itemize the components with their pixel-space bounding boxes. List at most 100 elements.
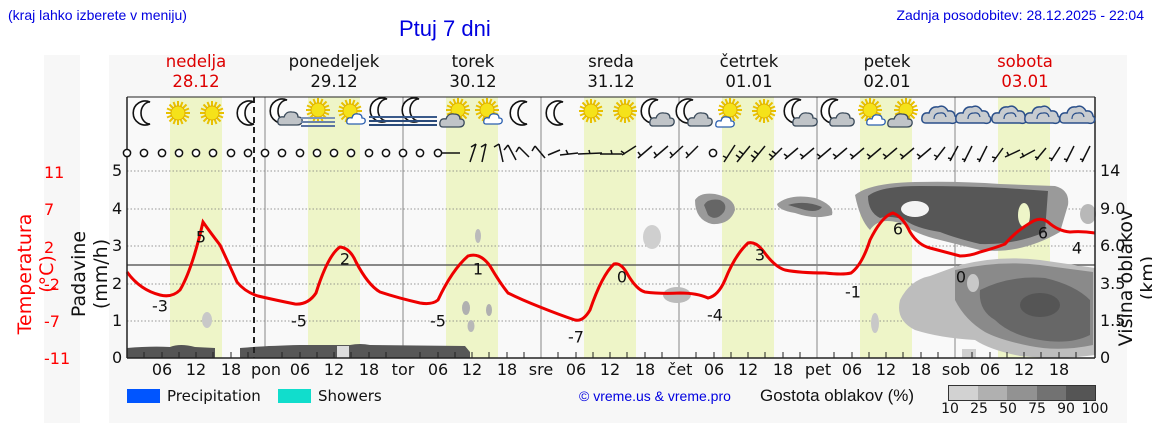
last-update: Zadnja posodobitev: 28.12.2025 - 22:04 <box>896 7 1144 23</box>
x-tick: 12 <box>461 360 483 379</box>
precipitation-legend-label: Precipitation <box>167 387 261 405</box>
x-tick: pet <box>804 360 832 379</box>
x-tick: 06 <box>427 360 449 379</box>
cloud-density-title: Gostota oblakov (%) <box>760 386 915 405</box>
temp-annotation: -5 <box>430 311 446 331</box>
temp-annotation: 5 <box>195 227 207 247</box>
temp-tick: 11 <box>44 163 65 182</box>
day-name: torek <box>451 52 495 71</box>
cloud-height-tick: 14 <box>1100 161 1121 180</box>
day-date: 31.12 <box>587 72 635 91</box>
temp-annotation: 1 <box>472 259 484 279</box>
cloud-height-tick: 1.5 <box>1100 311 1126 330</box>
x-tick: 18 <box>496 360 518 379</box>
cloud-density-tick: 10 <box>941 401 959 417</box>
x-tick: 12 <box>599 360 621 379</box>
cloud-density-tick: 75 <box>1028 401 1046 417</box>
precip-tick: 0 <box>112 348 123 367</box>
x-tick: tor <box>391 360 415 379</box>
temp-annotation: -7 <box>568 327 584 347</box>
temp-tick: 7 <box>44 200 55 219</box>
temp-axis-panel <box>44 55 80 423</box>
temp-tick: -2 <box>44 275 60 294</box>
daylight-bands <box>170 97 1050 358</box>
copyright-link[interactable]: © vreme.us & vreme.pro <box>579 388 731 404</box>
x-tick: sre <box>528 360 554 379</box>
day-header-saturday: sobota 03.01 <box>955 52 1095 92</box>
precipitation-axis-title: Padavine (mm/h) <box>68 230 112 318</box>
precip-tick: 1 <box>112 311 123 330</box>
temp-annotation: 6 <box>892 219 904 239</box>
x-tick: 18 <box>1048 360 1070 379</box>
day-date: 01.01 <box>725 72 773 91</box>
region-hint-link[interactable]: (kraj lahko izberete v meniju) <box>8 7 187 23</box>
x-tick: 18 <box>358 360 380 379</box>
cloud-height-tick: 9.0 <box>1100 199 1126 218</box>
day-header-wednesday: sreda 31.12 <box>541 52 681 92</box>
temperature-line <box>125 211 1096 322</box>
cloud-height-tick: 3.5 <box>1100 274 1126 293</box>
x-minor-ticks <box>143 352 1077 358</box>
temp-annotation: 0 <box>616 267 628 287</box>
temp-tick: 2 <box>44 238 55 257</box>
day-name: sobota <box>997 52 1053 71</box>
day-date: 03.01 <box>1001 72 1049 91</box>
temp-annotation: 0 <box>955 267 967 287</box>
cloud-density <box>127 181 1096 358</box>
wind-row <box>122 143 1091 163</box>
temp-tick: -11 <box>44 349 71 368</box>
cloud-density-scale <box>948 385 1096 401</box>
temp-annotation: 6 <box>1037 223 1049 243</box>
x-tick: 12 <box>185 360 207 379</box>
page-title: Ptuj 7 dni <box>399 16 491 41</box>
x-tick: 18 <box>220 360 242 379</box>
x-tick: 06 <box>979 360 1001 379</box>
x-tick: 06 <box>565 360 587 379</box>
cloud-density-tick: 25 <box>970 401 988 417</box>
x-tick: 06 <box>841 360 863 379</box>
x-tick: 12 <box>1013 360 1035 379</box>
x-tick: sob <box>941 360 971 379</box>
day-date: 30.12 <box>449 72 497 91</box>
cloud-density-tick: 100 <box>1081 401 1109 417</box>
day-date: 29.12 <box>310 72 358 91</box>
precipitation-legend-swatch <box>127 389 160 403</box>
x-tick: 06 <box>151 360 173 379</box>
showers-legend-swatch <box>278 389 311 403</box>
day-header-thursday: četrtek 01.01 <box>679 52 819 92</box>
precip-tick: 5 <box>112 161 123 180</box>
day-name: petek <box>863 52 911 71</box>
x-tick: 06 <box>289 360 311 379</box>
day-name: četrtek <box>719 52 779 71</box>
temp-annotation: 3 <box>754 245 766 265</box>
temp-annotation: 4 <box>1071 238 1083 258</box>
temp-annotation: -5 <box>291 311 307 331</box>
cloud-height-tick: 6.0 <box>1100 236 1126 255</box>
precip-tick: 3 <box>112 236 123 255</box>
day-header-sunday: nedelja 28.12 <box>126 52 266 92</box>
day-date: 28.12 <box>172 72 220 91</box>
day-header-tuesday: torek 30.12 <box>403 52 543 92</box>
gridlines <box>127 170 1095 322</box>
day-header-friday: petek 02.01 <box>817 52 957 92</box>
day-name: sreda <box>588 52 634 71</box>
day-header-monday: ponedeljek 29.12 <box>264 52 404 92</box>
x-tick: 18 <box>634 360 656 379</box>
temp-annotation: -1 <box>845 282 861 302</box>
x-tick: pon <box>250 360 282 379</box>
x-tick: čet <box>667 360 693 379</box>
day-date: 02.01 <box>863 72 911 91</box>
x-tick: 06 <box>703 360 725 379</box>
precip-tick: 4 <box>112 199 123 218</box>
cloud-density-tick: 90 <box>1057 401 1075 417</box>
x-tick: 12 <box>323 360 345 379</box>
x-tick: 12 <box>875 360 897 379</box>
x-tick: 18 <box>910 360 932 379</box>
x-tick: 12 <box>737 360 759 379</box>
x-tick: 18 <box>772 360 794 379</box>
temp-annotation: -3 <box>152 296 168 316</box>
showers-legend-label: Showers <box>318 387 382 405</box>
cloud-density-tick: 50 <box>999 401 1017 417</box>
day-name: nedelja <box>165 52 227 71</box>
precip-tick: 2 <box>112 274 123 293</box>
